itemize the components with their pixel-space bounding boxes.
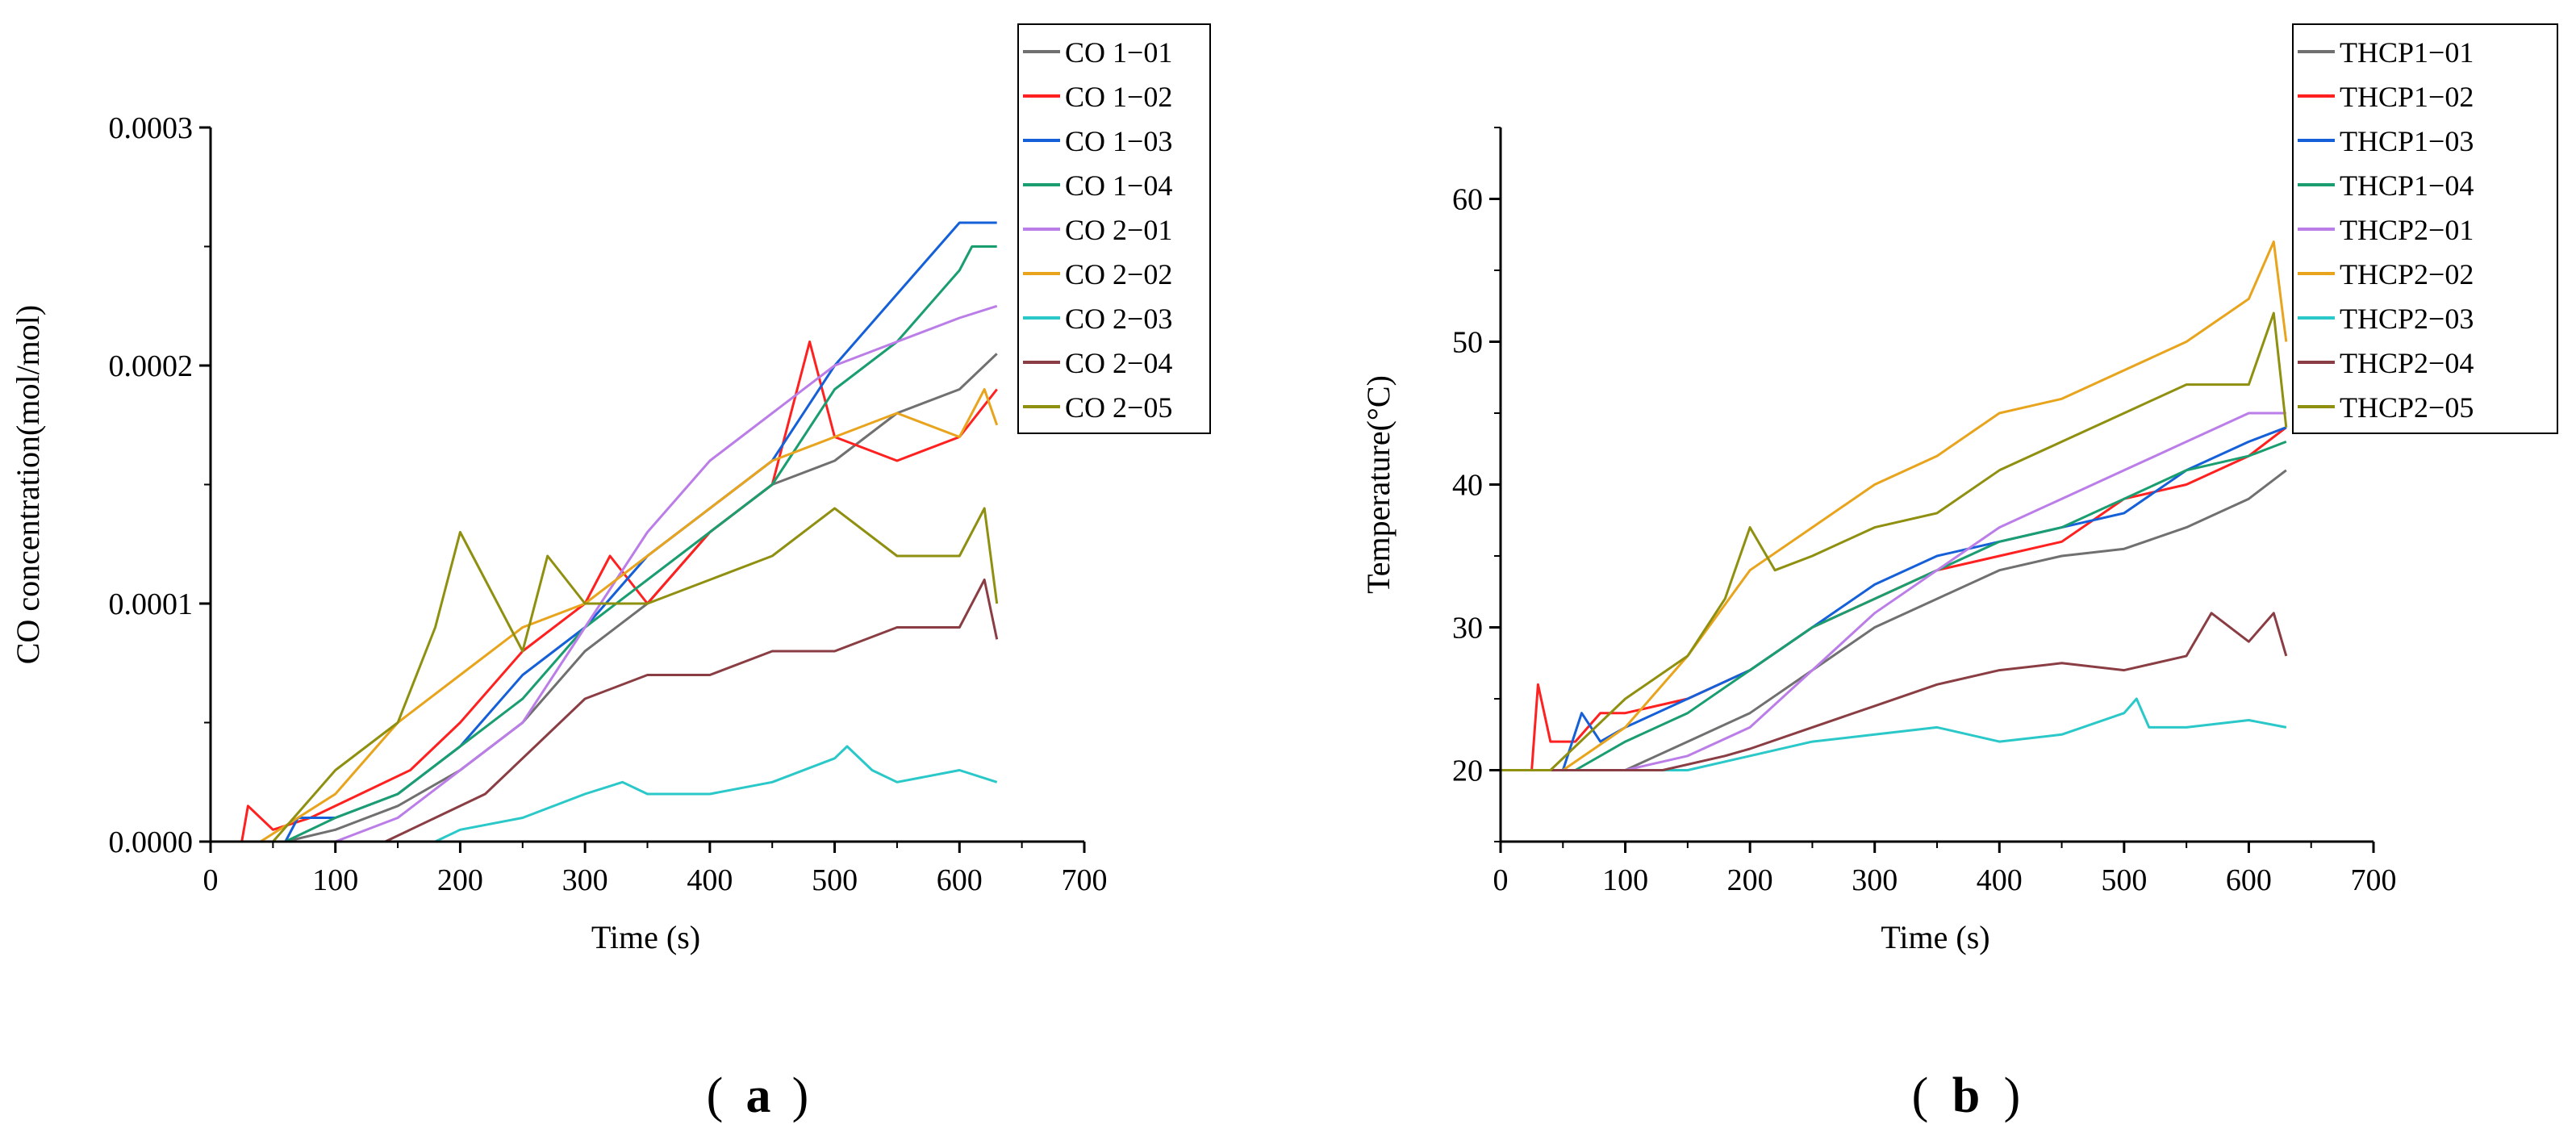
series-line-3 (1501, 426, 2287, 771)
series-line-6 (1501, 240, 2288, 771)
series-line-1 (211, 353, 998, 843)
x-tick-label: 400 (1977, 863, 2023, 897)
series-line-7 (1501, 697, 2287, 771)
series-line-1 (1501, 469, 2287, 771)
x-tick-label: 500 (812, 863, 858, 897)
x-tick-label: 700 (2351, 863, 2397, 897)
legend-entry: CO 1−04 (1065, 169, 1172, 202)
panel-label-a-open: ( (707, 1068, 724, 1123)
x-tick-label: 100 (1602, 863, 1648, 897)
legend-entry: THCP1−03 (2340, 125, 2474, 157)
x-tick-label: 700 (1062, 863, 1108, 897)
x-tick-label: 0 (203, 863, 219, 897)
legend-entry: CO 2−01 (1065, 214, 1172, 246)
legend-entry: CO 1−03 (1065, 125, 1172, 157)
series-line-5 (211, 304, 998, 843)
series-group (211, 221, 999, 843)
series-line-7 (211, 745, 998, 843)
y-tick-label: 0.0001 (109, 587, 194, 621)
x-tick-label: 400 (687, 863, 733, 897)
legend-box (2292, 23, 2558, 434)
x-tick-label: 200 (437, 863, 483, 897)
x-tick-label: 100 (312, 863, 358, 897)
y-tick-label: 0.0003 (109, 111, 194, 145)
chart-panel-b: 0 100 200 300 400 500 600 700 20 30 40 50 60 Time (s)… (1360, 23, 2558, 955)
y-tick-label: 0.0002 (109, 349, 194, 383)
series-line-8 (211, 579, 999, 843)
legend-entry: THCP2−01 (2340, 214, 2474, 246)
panel-label-b-letter: b (1952, 1068, 1980, 1123)
y-tick-label: 0.0000 (109, 825, 194, 859)
x-tick-label: 300 (562, 863, 608, 897)
panel-label-b: ( b ) (1912, 1068, 2021, 1123)
legend-entry: CO 1−02 (1065, 81, 1172, 113)
series-group (1501, 240, 2288, 771)
series-line-8 (1501, 612, 2288, 771)
y-axis-label: Temperature(°C) (1360, 375, 1397, 594)
legend-entry: THCP1−01 (2340, 36, 2474, 69)
series-line-4 (1501, 440, 2287, 771)
legend-entry: THCP1−04 (2340, 169, 2474, 202)
y-axis-label: CO concentration(mol/mol) (10, 305, 46, 664)
panel-label-b-close: ) (2004, 1068, 2021, 1123)
panel-label-a-letter: a (746, 1068, 771, 1123)
legend-entry: CO 2−02 (1065, 258, 1172, 290)
y-tick-label: 20 (1452, 754, 1483, 788)
legend-entry: THCP1−02 (2340, 81, 2474, 113)
series-line-5 (1501, 412, 2286, 771)
series-line-4 (211, 245, 997, 843)
x-tick-label: 600 (2226, 863, 2272, 897)
legend-entry: THCP2−02 (2340, 258, 2474, 290)
series-line-3 (211, 221, 997, 843)
y-tick-label: 40 (1452, 469, 1483, 503)
legend-entry: THCP2−05 (2340, 391, 2474, 424)
series-line-9 (1501, 311, 2288, 771)
legend-entry: CO 2−04 (1065, 347, 1172, 379)
series-line-2 (211, 341, 998, 843)
legend: CO 1−01 CO 1−02 CO 1−03 CO 1−04 CO 2−01 CO 2−… (1017, 23, 1211, 434)
x-axis-label: Time (s) (591, 919, 700, 955)
x-tick-label: 500 (2101, 863, 2147, 897)
x-tick-label: 300 (1852, 863, 1898, 897)
series-line-9 (211, 507, 999, 843)
panel-label-a-close: ) (792, 1068, 809, 1123)
x-tick-label: 0 (1493, 863, 1509, 897)
legend: THCP1−01 THCP1−02 THCP1−03 THCP1−04 THCP2−01… (2292, 23, 2558, 434)
legend-entry: CO 1−01 (1065, 36, 1172, 69)
panel-label-a: ( a ) (707, 1068, 809, 1123)
y-tick-label: 30 (1452, 612, 1483, 646)
chart-panel-a: 0 100 200 300 400 500 600 700 0.0000 0.0001 0.0002… (10, 23, 1211, 955)
legend-entry: THCP2−04 (2340, 347, 2474, 379)
x-axis-label: Time (s) (1881, 919, 1989, 955)
y-tick-label: 60 (1452, 183, 1483, 217)
panel-label-b-open: ( (1912, 1068, 1929, 1123)
legend-entry: THCP2−03 (2340, 303, 2474, 335)
x-tick-label: 600 (937, 863, 983, 897)
legend-entry: CO 2−05 (1065, 391, 1172, 424)
x-tick-label: 200 (1727, 863, 1773, 897)
series-line-6 (211, 388, 999, 843)
y-tick-label: 50 (1452, 326, 1483, 360)
legend-entry: CO 2−03 (1065, 303, 1172, 335)
